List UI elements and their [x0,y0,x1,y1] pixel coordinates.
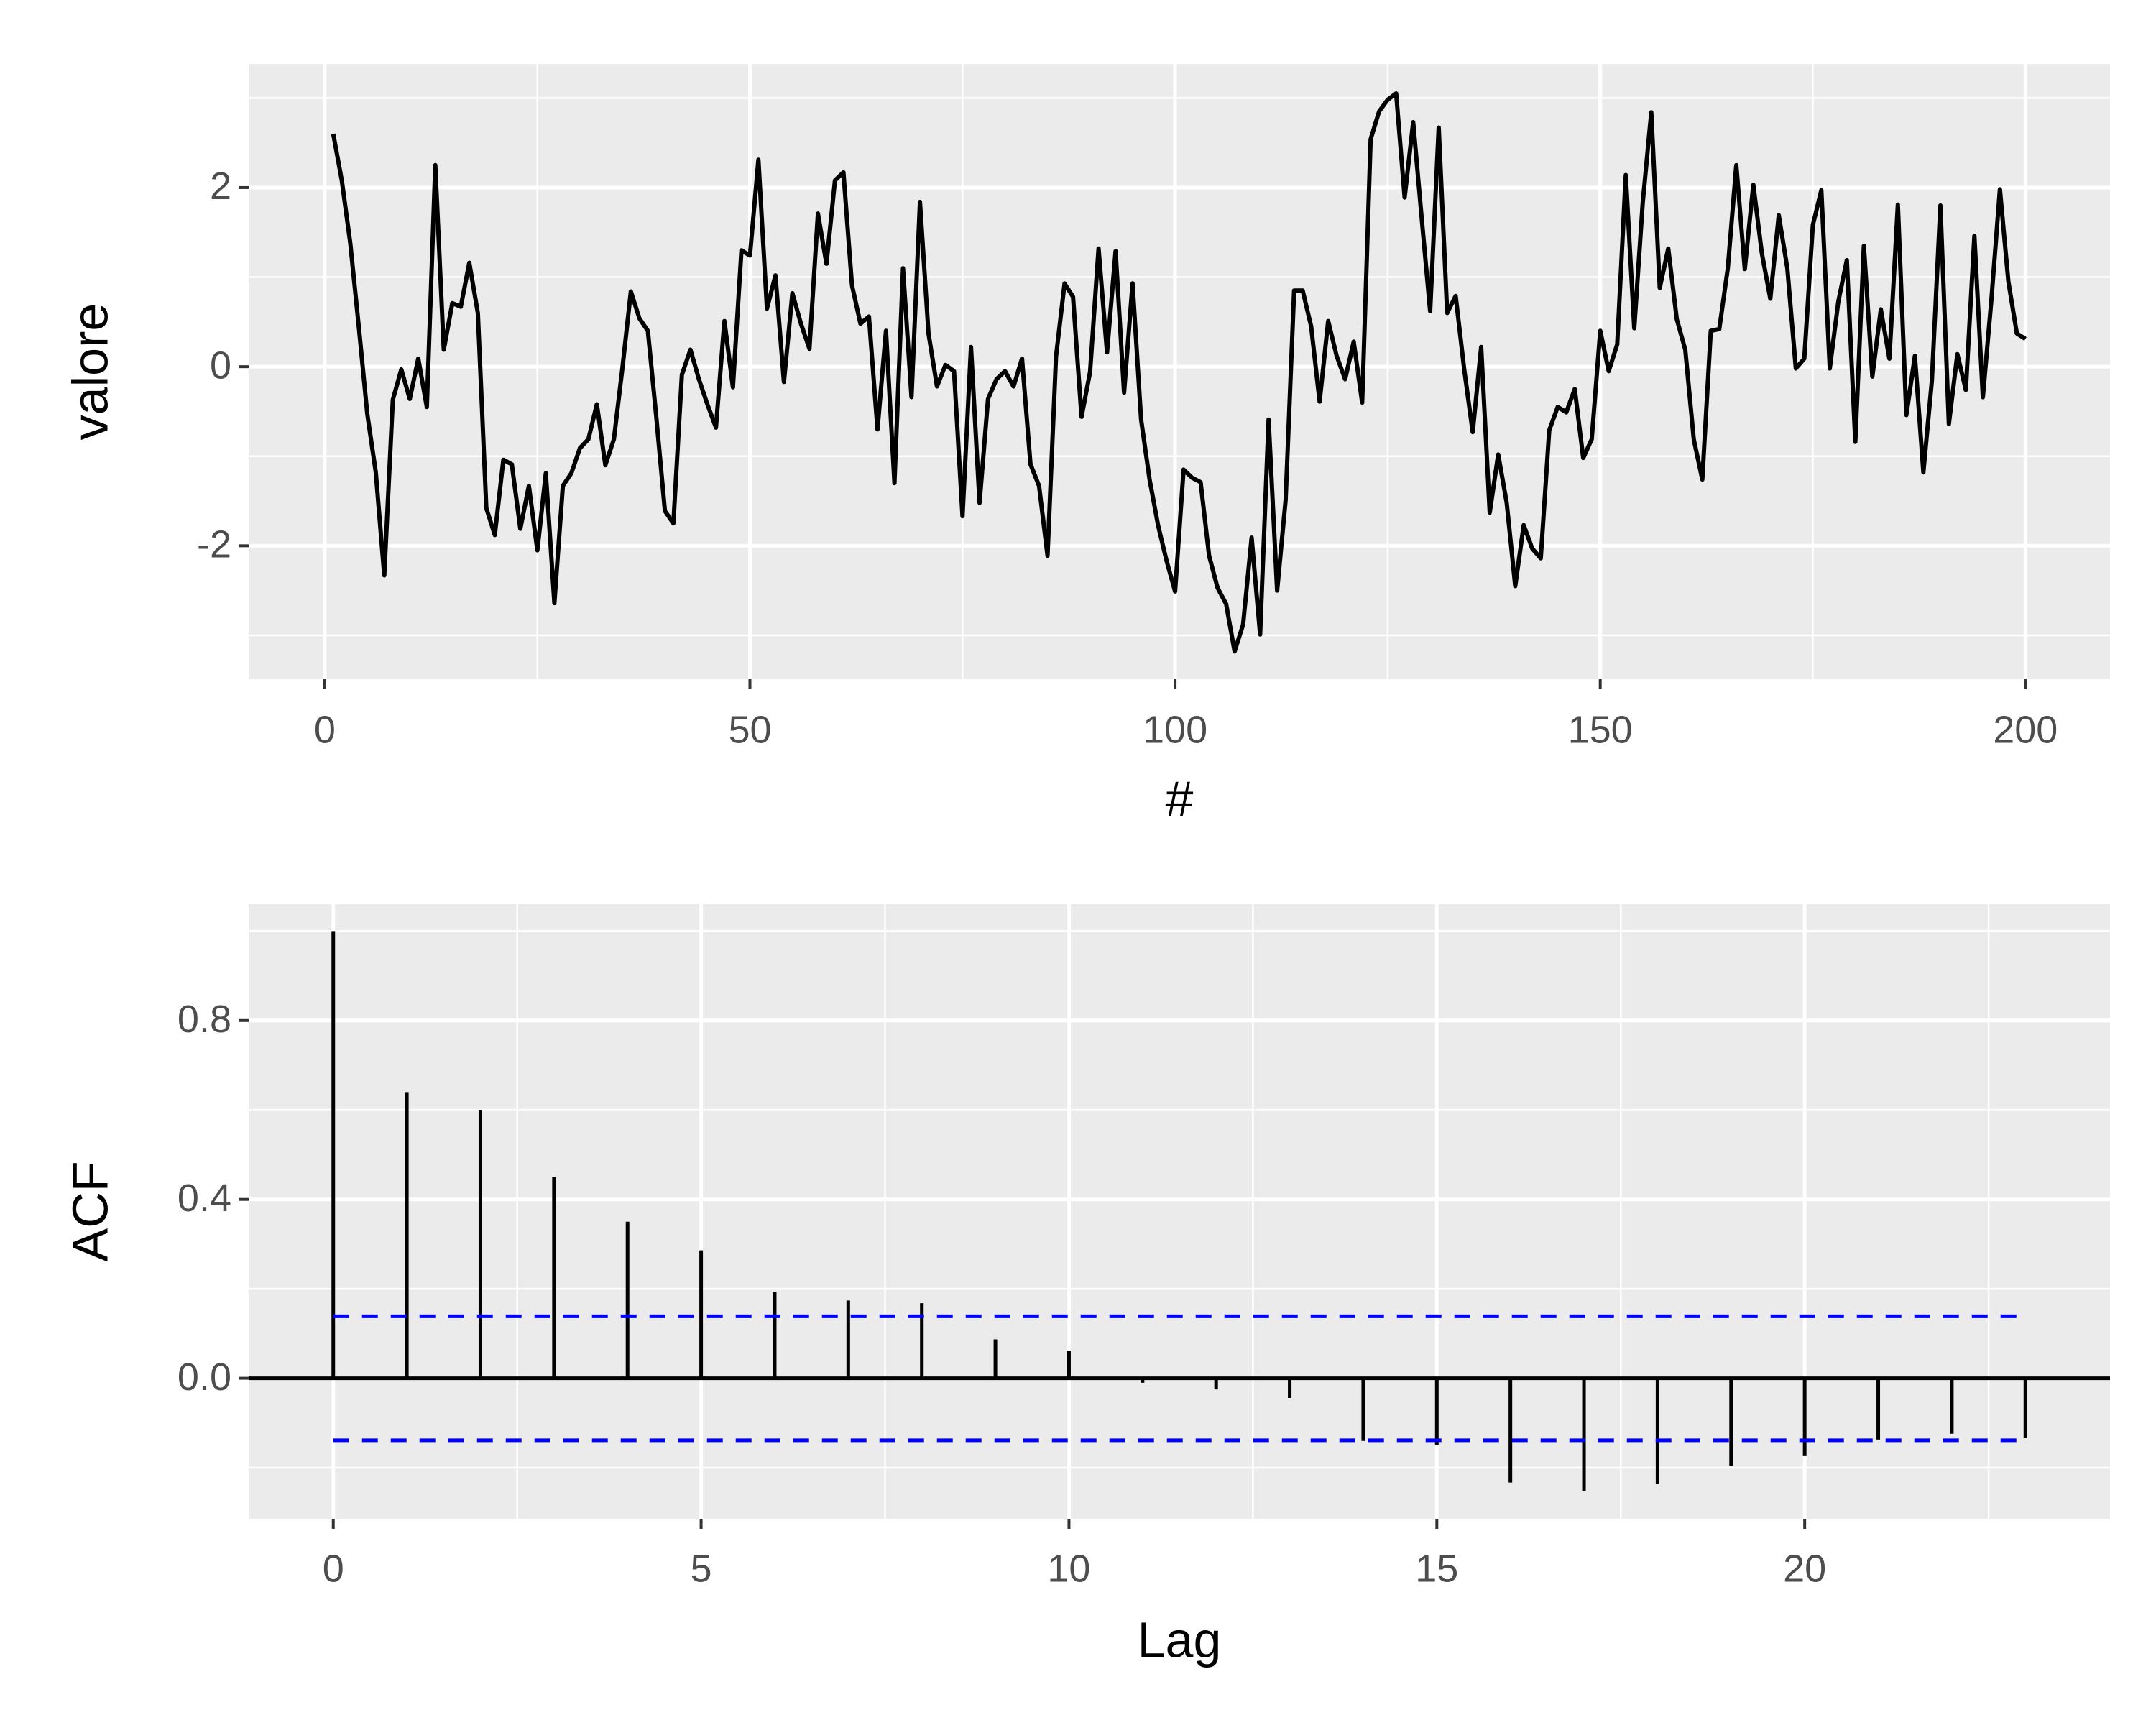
y-tick-label: 0.8 [178,998,231,1041]
x-tick-label: 100 [1143,708,1207,751]
x-tick-label: 0 [323,1547,344,1590]
panel-background [249,64,2110,679]
x-tick-label: 150 [1568,708,1633,751]
y-tick-label: 0 [210,344,231,387]
x-axis-title: Lag [1138,1611,1222,1668]
x-tick-label: 0 [314,708,336,751]
y-axis-title: ACF [62,1162,118,1262]
y-tick-label: 0.0 [178,1356,231,1399]
x-tick-label: 50 [728,708,771,751]
x-tick-label: 200 [1993,708,2058,751]
y-axis-title: valore [62,303,118,441]
y-tick-label: 0.4 [178,1177,231,1220]
y-tick-label: -2 [197,523,231,566]
x-tick-label: 20 [1783,1547,1826,1590]
y-tick-label: 2 [210,165,231,208]
x-axis-title: # [1166,770,1194,827]
x-tick-label: 10 [1047,1547,1090,1590]
panel-background [249,904,2110,1519]
x-tick-label: 15 [1415,1547,1458,1590]
x-tick-label: 5 [691,1547,712,1590]
data-line [331,91,2027,654]
